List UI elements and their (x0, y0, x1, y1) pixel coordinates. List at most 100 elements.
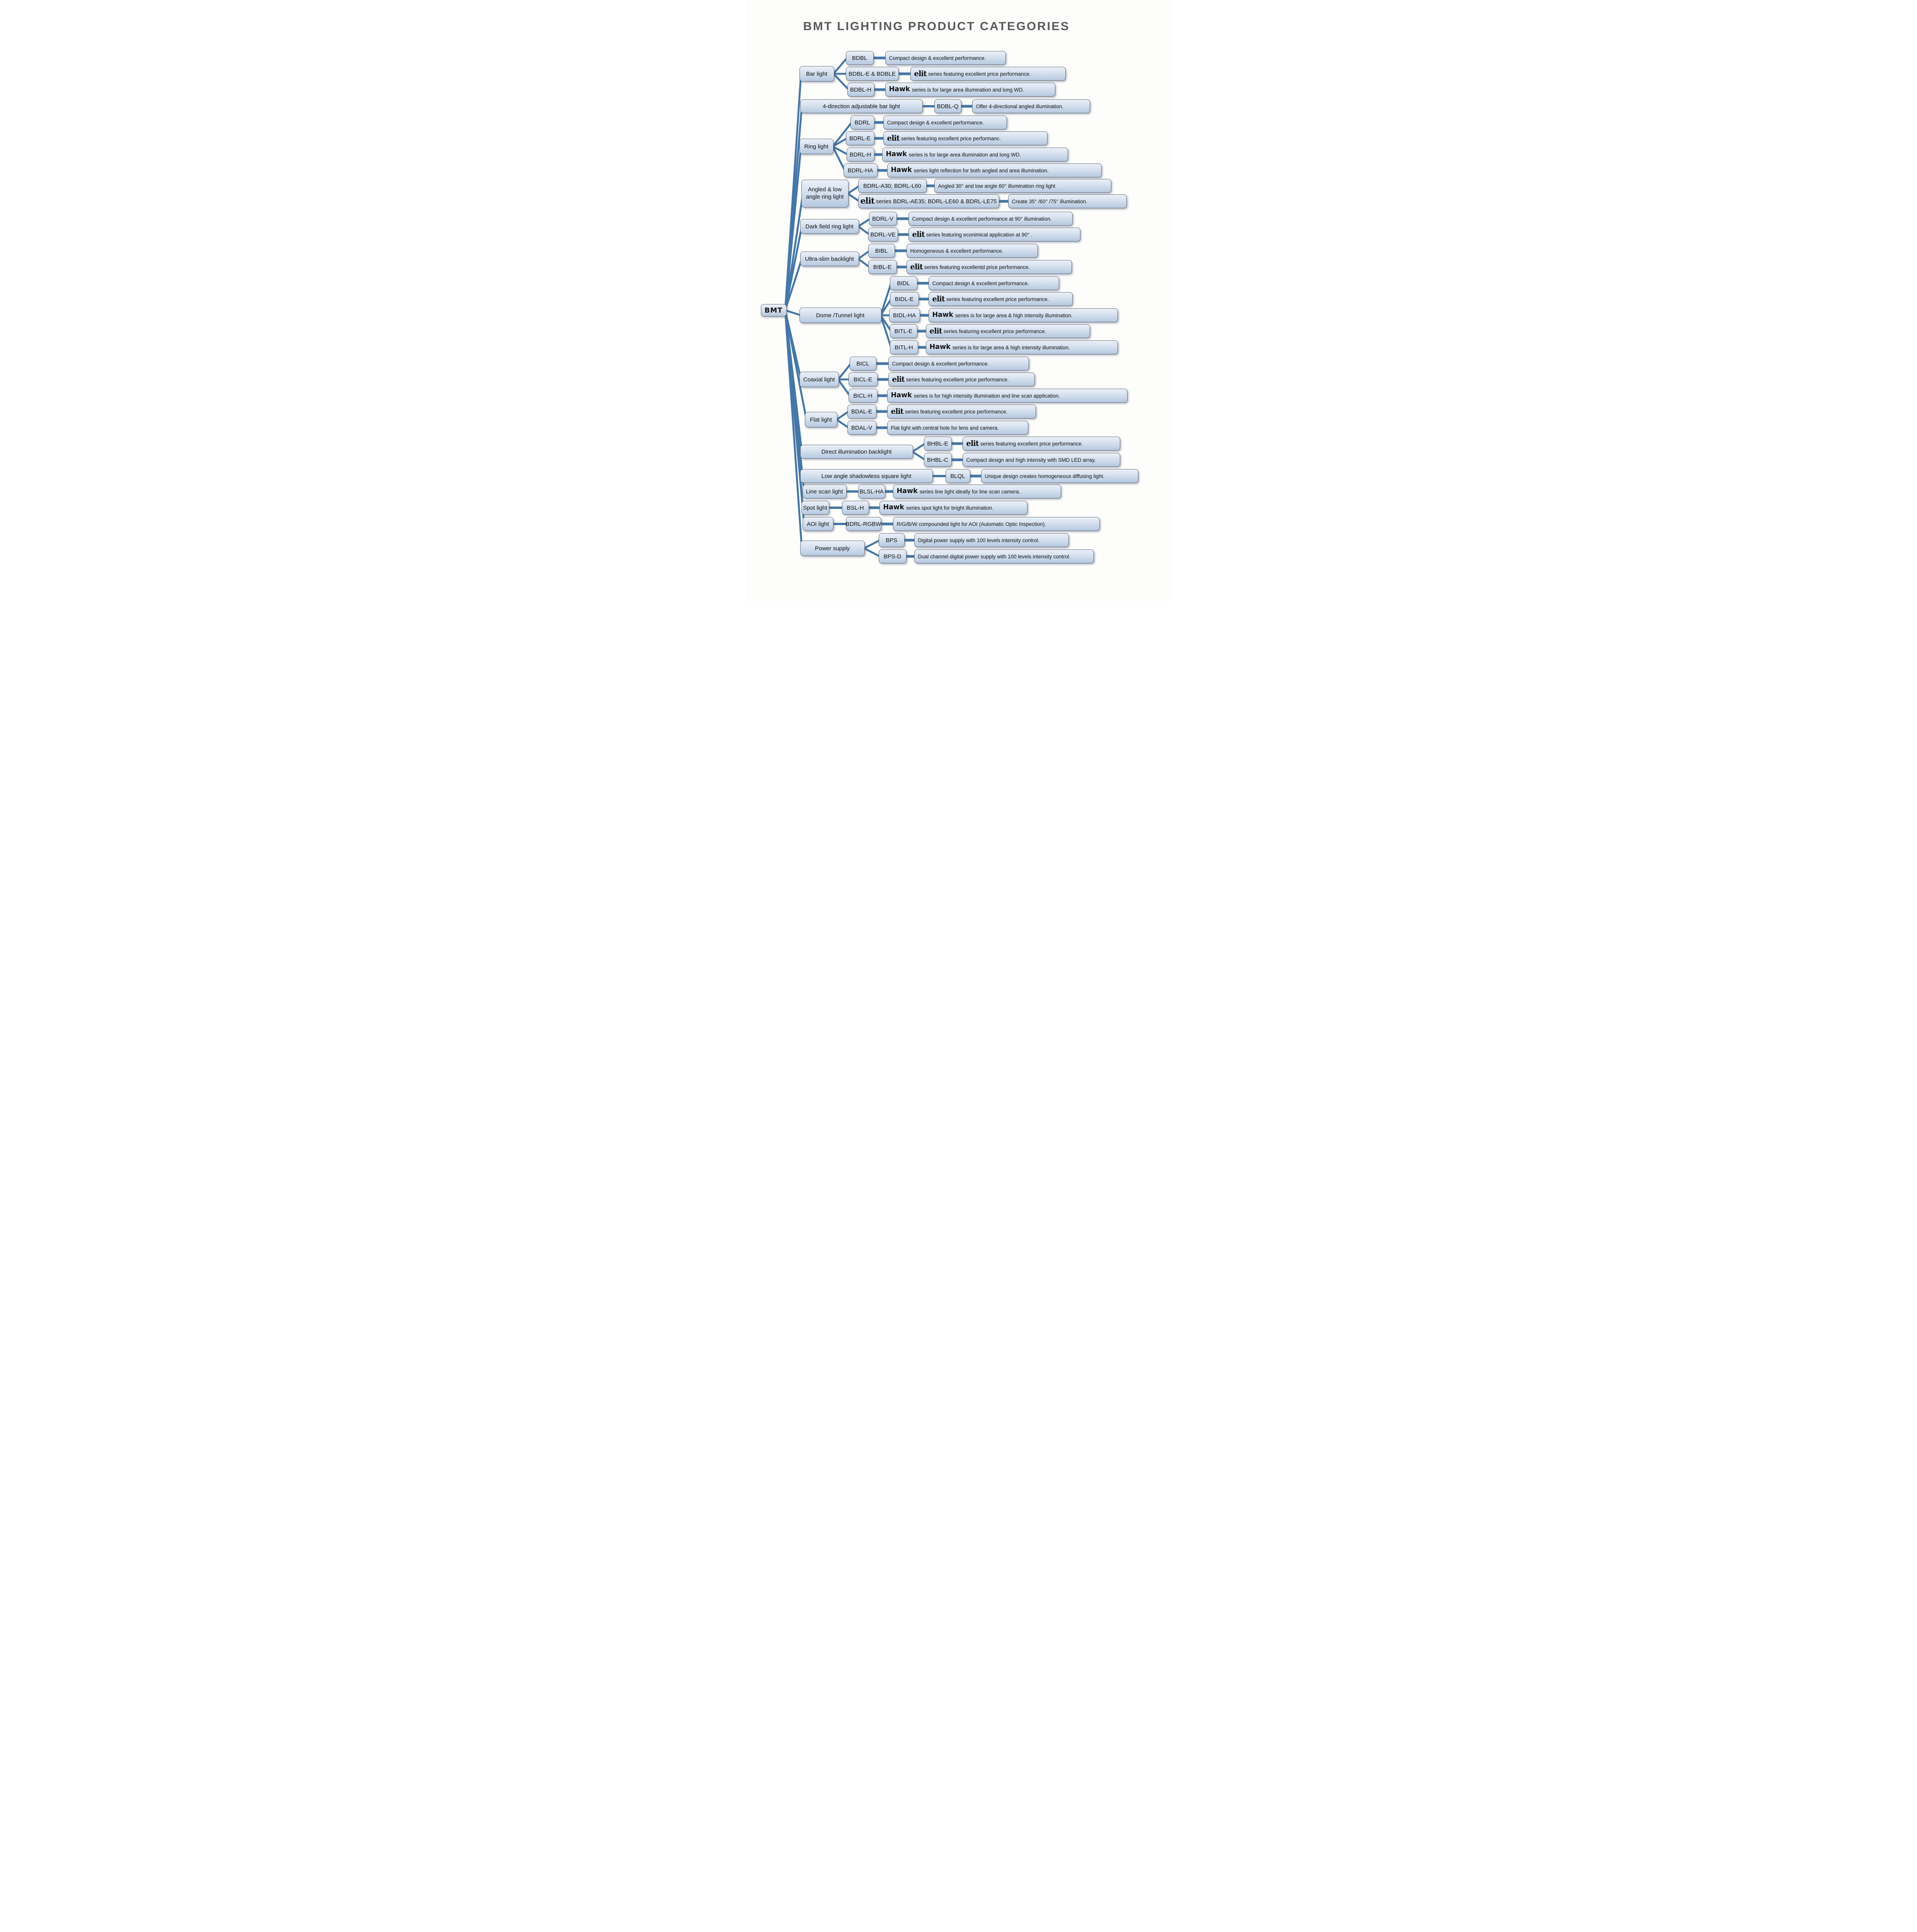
description-label: Homogeneous & excellent performance. (910, 248, 1004, 254)
model-box: BHBL-E (924, 437, 952, 451)
connector-line (911, 442, 926, 453)
connector-line (784, 258, 803, 311)
description-label: series featuring excellent price perform… (905, 408, 1008, 415)
description-box: Hawk series line light ideally for line s… (893, 485, 1061, 498)
model-box: BPS (878, 533, 905, 547)
category-box: 4-direction adjustable bar light (800, 99, 923, 113)
category-label: Power supply (815, 545, 850, 552)
description-label: Offer 4-directional angled illumination. (976, 103, 1063, 109)
description-box: Offer 4-directional angled illumination. (972, 99, 1090, 113)
description-label: Compact design & excellent performance. (887, 119, 984, 126)
connector-line (837, 378, 850, 397)
category-label: Flat light (810, 416, 832, 423)
description-box: Unique design creates homogeneous diffus… (981, 469, 1138, 483)
description-box: Angled 30° and low angle 60° illuminatio… (934, 179, 1111, 193)
category-label: Bar light (806, 70, 828, 77)
description-box: Hawk series is for large area & high inte… (925, 340, 1118, 354)
description-label: series featuring econimical application … (926, 231, 1032, 238)
model-label: BDBL-H (850, 86, 871, 93)
model-box: BDBL-E & BDBLE (845, 67, 899, 81)
description-box: Hawk series is for large area & high inte… (928, 308, 1118, 322)
description-box: elit series featuring excellent price per… (910, 67, 1066, 81)
brand-logo: elit (912, 230, 925, 239)
model-box: BDBL-H (847, 83, 874, 97)
model-label: BICL-E (853, 376, 873, 383)
description-box: Hawk series spot light for bright illumin… (879, 501, 1027, 515)
model-label: BDRL-V (872, 215, 893, 222)
brand-logo: elit (914, 69, 927, 78)
model-box: BLQL (945, 469, 970, 483)
description-label: series featuring excellent price perform… (946, 296, 1049, 302)
description-box: Flat light with central hole for lens an… (887, 421, 1028, 435)
connector-line (784, 105, 803, 311)
model-box: BDAL-V (847, 421, 876, 435)
model-box: BIDL-E (890, 292, 919, 306)
description-box: Homogeneous & excellent performance. (906, 244, 1038, 258)
model-label: BICL-H (853, 392, 873, 399)
description-box: Compact design & excellent performance. (928, 276, 1059, 290)
connector-line (863, 547, 881, 558)
brand-logo: Hawk (891, 391, 912, 400)
connector-line (784, 309, 807, 421)
model-label: BDRL-RGBW (845, 520, 881, 527)
model-label: BIDL (897, 280, 910, 287)
description-box: Compact design & excellent performance. (885, 51, 1006, 65)
brand-logo: elit (891, 407, 904, 416)
brand-logo: Hawk (891, 166, 912, 174)
brand-logo: elit (966, 439, 979, 448)
model-label: BITL-E (894, 328, 913, 335)
description-label: series featuring excellentd price perfor… (924, 264, 1030, 270)
category-box: Spot light (801, 501, 829, 515)
description-label: Compact design & excellent performance a… (912, 216, 1052, 222)
model-box: BIBL-E (868, 260, 897, 274)
diagram-page: BMT LIGHTING PRODUCT CATEGORIES BMT Bar … (746, 0, 1171, 601)
category-box: Low angle shadowless square light (800, 469, 933, 483)
model-label: BDRL-E (849, 135, 871, 142)
description-box: Hawk series is for large area illuminatio… (882, 148, 1068, 162)
description-box: elit series featuring excellent price per… (925, 324, 1090, 338)
connector-line (784, 192, 804, 311)
brand-logo: Hawk (896, 487, 918, 495)
category-box: Flat light (805, 412, 837, 427)
description-label: series is for large area & high intensit… (952, 344, 1070, 350)
connector-line (784, 309, 802, 381)
category-label: Spot light (803, 504, 827, 511)
description-label: Dual channel digital power supply with 1… (918, 553, 1071, 560)
connector-line (832, 145, 849, 156)
model-label: BDRL (854, 119, 870, 126)
description-label: series is for large area illumination an… (908, 151, 1021, 158)
model-label: series BDRL-AE35; BDRL-LE60 & BDRL-LE75 (876, 198, 997, 205)
connector-line (835, 410, 849, 421)
connector-line (857, 250, 870, 260)
connector-line (857, 225, 870, 236)
category-box: Line scan light (802, 485, 847, 498)
description-label: Compact design & excellent performance. (889, 55, 986, 61)
description-label: series featuring excellent price perform… (943, 328, 1046, 334)
description-label: series is for large area & high intensit… (955, 312, 1073, 318)
category-label: Dome /Tunnel light (816, 312, 865, 319)
connector-line (847, 192, 860, 202)
model-label: BHBL-E (927, 440, 948, 447)
description-label: Digital power supply with 100 levels int… (918, 537, 1039, 543)
connector-line (784, 309, 803, 477)
category-box: Coaxial light (799, 372, 839, 387)
model-label: BLSL-HA (859, 488, 884, 495)
category-label: Ultra-slim backlight (805, 255, 854, 262)
page-title: BMT LIGHTING PRODUCT CATEGORIES (803, 19, 1070, 33)
connector-line (847, 185, 860, 195)
description-label: Angled 30° and low angle 60° illuminatio… (938, 183, 1056, 189)
category-label: Coaxial light (803, 376, 835, 383)
model-label: BDRL-A30; BDRL-L60 (863, 182, 922, 189)
description-box: elit series featuring excellent price per… (928, 292, 1073, 306)
category-label: AOI light (806, 520, 829, 527)
description-box: elit series featuring excellent price per… (888, 372, 1035, 386)
description-box: Compact design & excellent performance a… (908, 212, 1073, 226)
model-box: BDRL-HA (843, 163, 878, 177)
connector-line (835, 418, 849, 429)
brand-logo: elit (892, 375, 905, 384)
connector-line (832, 57, 848, 75)
description-label: series line light ideally for line scan … (919, 488, 1021, 495)
connector-line (784, 73, 802, 311)
model-label: BICL (856, 360, 869, 367)
model-box: BICL (849, 357, 876, 371)
